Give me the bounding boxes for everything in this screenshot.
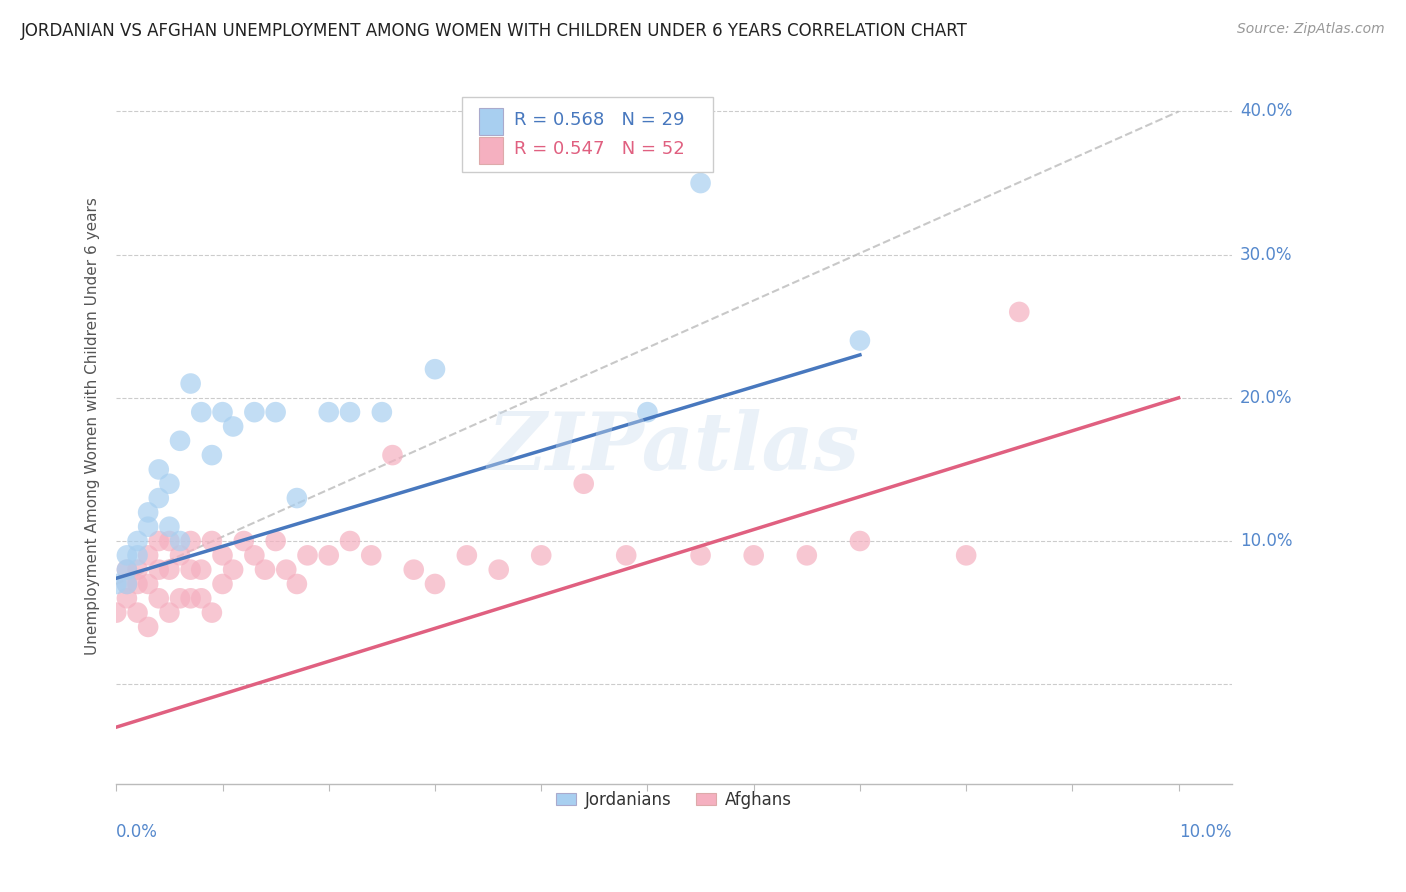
Point xyxy=(180,563,202,577)
Point xyxy=(136,519,159,533)
Text: 20.0%: 20.0% xyxy=(1240,389,1292,407)
Text: 10.0%: 10.0% xyxy=(1180,823,1232,841)
Point xyxy=(105,606,128,620)
Point xyxy=(115,563,138,577)
Point xyxy=(222,563,245,577)
Point xyxy=(190,405,212,419)
Point xyxy=(614,549,637,563)
Point xyxy=(222,419,245,434)
FancyBboxPatch shape xyxy=(479,136,503,164)
Point xyxy=(148,563,170,577)
Point xyxy=(115,577,138,591)
Point xyxy=(190,591,212,606)
Point xyxy=(849,334,872,348)
Point xyxy=(115,549,138,563)
Legend: Jordanians, Afghans: Jordanians, Afghans xyxy=(550,784,799,815)
Point xyxy=(689,176,711,190)
Point xyxy=(264,534,287,549)
Text: 10.0%: 10.0% xyxy=(1240,532,1292,550)
Point xyxy=(136,620,159,634)
Text: 40.0%: 40.0% xyxy=(1240,103,1292,120)
Point xyxy=(689,549,711,563)
Point xyxy=(211,549,233,563)
Point xyxy=(276,563,298,577)
Text: Source: ZipAtlas.com: Source: ZipAtlas.com xyxy=(1237,22,1385,37)
FancyBboxPatch shape xyxy=(479,108,503,135)
Point xyxy=(402,563,425,577)
Point xyxy=(127,563,149,577)
Point xyxy=(201,606,224,620)
Point xyxy=(148,491,170,505)
Text: ZIPatlas: ZIPatlas xyxy=(488,409,860,487)
Text: 30.0%: 30.0% xyxy=(1240,245,1292,264)
Point xyxy=(264,405,287,419)
Point xyxy=(127,534,149,549)
Point xyxy=(339,534,361,549)
Text: R = 0.568   N = 29: R = 0.568 N = 29 xyxy=(515,112,685,129)
Point xyxy=(371,405,394,419)
Point xyxy=(157,476,180,491)
Point xyxy=(157,519,180,533)
Point xyxy=(180,376,202,391)
Point xyxy=(488,563,510,577)
Text: R = 0.547   N = 52: R = 0.547 N = 52 xyxy=(515,140,685,158)
Point xyxy=(105,577,128,591)
Point xyxy=(796,549,818,563)
Point xyxy=(572,476,595,491)
Point xyxy=(201,448,224,462)
Point xyxy=(285,577,308,591)
Point xyxy=(201,534,224,549)
Point xyxy=(339,405,361,419)
Point xyxy=(297,549,319,563)
Point xyxy=(456,549,478,563)
Point xyxy=(955,549,977,563)
Point xyxy=(169,434,191,448)
Point xyxy=(180,534,202,549)
Point xyxy=(127,606,149,620)
Text: JORDANIAN VS AFGHAN UNEMPLOYMENT AMONG WOMEN WITH CHILDREN UNDER 6 YEARS CORRELA: JORDANIAN VS AFGHAN UNEMPLOYMENT AMONG W… xyxy=(21,22,967,40)
Point xyxy=(157,606,180,620)
Point xyxy=(243,405,266,419)
Point xyxy=(211,405,233,419)
Point xyxy=(636,405,658,419)
Text: 0.0%: 0.0% xyxy=(117,823,157,841)
Point xyxy=(1008,305,1031,319)
Point xyxy=(360,549,382,563)
Point xyxy=(285,491,308,505)
Point xyxy=(232,534,254,549)
Point xyxy=(190,563,212,577)
Point xyxy=(157,563,180,577)
Point xyxy=(742,549,765,563)
Point xyxy=(115,591,138,606)
Point xyxy=(136,577,159,591)
Point xyxy=(169,549,191,563)
Point xyxy=(423,362,446,376)
FancyBboxPatch shape xyxy=(463,97,713,172)
Point xyxy=(115,563,138,577)
Point xyxy=(115,577,138,591)
Point xyxy=(253,563,276,577)
Point xyxy=(136,549,159,563)
Point xyxy=(169,591,191,606)
Point xyxy=(148,534,170,549)
Point xyxy=(148,462,170,476)
Point xyxy=(318,549,340,563)
Point xyxy=(136,505,159,519)
Y-axis label: Unemployment Among Women with Children Under 6 years: Unemployment Among Women with Children U… xyxy=(86,197,100,656)
Point xyxy=(849,534,872,549)
Point xyxy=(423,577,446,591)
Point xyxy=(381,448,404,462)
Point xyxy=(180,591,202,606)
Point xyxy=(127,577,149,591)
Point xyxy=(157,534,180,549)
Point xyxy=(169,534,191,549)
Point xyxy=(127,549,149,563)
Point xyxy=(211,577,233,591)
Point xyxy=(318,405,340,419)
Point xyxy=(243,549,266,563)
Point xyxy=(148,591,170,606)
Point xyxy=(530,549,553,563)
